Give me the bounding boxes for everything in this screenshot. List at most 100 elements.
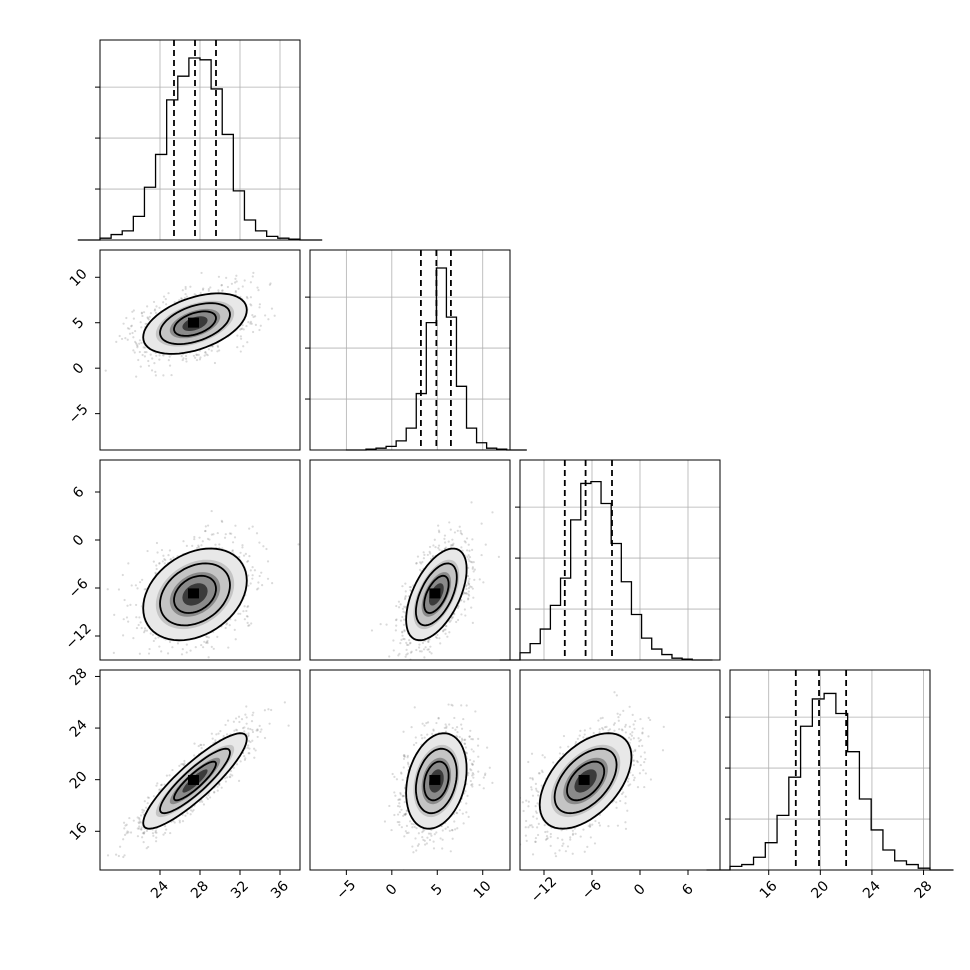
scatter-point-1-0-301 (149, 312, 153, 315)
scatter-point-3-1-132 (395, 778, 399, 781)
scatter-point-2-0-735 (241, 546, 244, 549)
scatter-point-3-2-175 (574, 832, 577, 835)
scatter-point-3-1-265 (435, 831, 438, 834)
scatter-point-2-0-267 (243, 618, 246, 621)
scatter-point-3-0-166 (247, 752, 250, 755)
scatter-point-2-0-254 (205, 635, 208, 638)
scatter-point-1-0-1267 (147, 318, 150, 321)
scatter-point-3-0-1255 (249, 740, 252, 744)
scatter-point-2-1-25 (468, 549, 471, 552)
scatter-point-3-1-218 (420, 733, 423, 737)
scatter-point-3-1-212 (463, 742, 467, 746)
scatter-point-3-1-407 (398, 820, 401, 824)
scatter-point-2-1-280 (409, 586, 412, 589)
scatter-point-3-0-1107 (186, 812, 189, 815)
scatter-point-3-2-41 (624, 795, 627, 798)
scatter-point-3-0-489 (248, 747, 251, 750)
scatter-point-2-0-705 (265, 547, 268, 551)
scatter-point-3-2-1022 (634, 748, 637, 751)
scatter-point-3-0-975 (208, 796, 212, 799)
scatter-point-3-2-776 (607, 729, 610, 732)
scatter-point-3-1-902 (396, 820, 399, 824)
scatter-point-3-0-139 (173, 821, 176, 824)
scatter-point-3-2-1143 (605, 725, 608, 728)
scatter-point-3-1-531 (426, 836, 429, 839)
contour-1-0-0 (173, 310, 217, 337)
scatter-point-2-1-1074 (467, 583, 470, 586)
scatter-point-3-1-350 (412, 743, 416, 746)
scatter-point-2-0-29 (216, 635, 219, 639)
scatter-point-1-0-355 (146, 305, 149, 308)
scatter-point-1-0-1240 (258, 303, 261, 306)
density-panel-3-2: −12 −6 0 6 (517, 669, 721, 906)
scatter-point-3-0-1298 (155, 784, 158, 787)
scatter-point-3-2-171 (559, 746, 562, 749)
scatter-point-3-1-970 (435, 721, 438, 725)
scatter-point-3-1-279 (412, 851, 415, 854)
scatter-point-3-0-597 (193, 742, 196, 745)
scatter-point-2-0-1165 (261, 584, 264, 587)
scatter-point-3-2-515 (639, 738, 642, 742)
scatter-point-3-2-91 (525, 819, 528, 823)
scatter-point-2-1-41 (401, 631, 404, 634)
scatter-point-2-0-814 (202, 646, 205, 649)
scatter-point-2-0-606 (200, 544, 203, 547)
scatter-point-2-0-129 (168, 549, 171, 552)
scatter-point-1-0-359 (178, 299, 181, 302)
scatter-point-1-0-675 (237, 287, 240, 290)
scatter-point-2-1-557 (409, 641, 412, 645)
scatter-point-2-0-1215 (243, 605, 246, 608)
scatter-point-2-1-742 (466, 598, 470, 601)
scatter-point-3-2-576 (638, 740, 641, 743)
scatter-point-2-0-63 (200, 643, 203, 647)
scatter-point-3-2-552 (558, 849, 561, 852)
scatter-point-3-1-77 (461, 739, 464, 742)
scatter-point-2-0-322 (271, 582, 274, 585)
scatter-point-3-0-49 (218, 783, 221, 787)
scatter-point-3-0-1063 (216, 785, 219, 788)
scatter-point-1-0-1178 (151, 357, 154, 360)
scatter-point-2-0-674 (266, 577, 270, 580)
scatter-point-2-1-655 (463, 592, 467, 595)
scatter-point-3-0-1103 (250, 719, 254, 723)
scatter-point-3-2-33 (593, 842, 597, 845)
density-peak-3-0 (188, 774, 199, 785)
scatter-point-3-0-244 (247, 744, 250, 747)
scatter-point-1-0-100 (132, 336, 135, 339)
scatter-point-3-2-380 (636, 786, 640, 789)
scatter-point-1-0-122 (154, 370, 157, 373)
scatter-point-3-2-1025 (592, 731, 595, 735)
scatter-point-2-1-345 (471, 538, 474, 541)
scatter-point-2-1-1271 (434, 545, 437, 549)
scatter-point-3-0-569 (138, 820, 142, 823)
scatter-point-3-2-330 (531, 853, 535, 856)
scatter-point-3-0-1122 (202, 743, 205, 746)
scatter-point-2-1-851 (437, 524, 440, 527)
scatter-point-2-1-195 (464, 541, 467, 544)
scatter-point-3-2-153 (534, 840, 537, 843)
scatter-point-3-0-1020 (251, 739, 254, 742)
scatter-point-1-0-921 (143, 355, 146, 358)
scatter-point-3-1-1072 (465, 704, 468, 707)
scatter-point-2-0-657 (204, 529, 207, 533)
scatter-point-3-2-591 (603, 726, 607, 729)
y-tick-label-2-1: −6 (66, 576, 92, 602)
scatter-point-3-2-1044 (531, 778, 534, 781)
scatter-point-3-0-374 (218, 782, 221, 785)
scatter-point-1-0-931 (225, 276, 228, 279)
scatter-point-3-1-1131 (471, 738, 475, 741)
scatter-point-1-0-423 (252, 271, 255, 274)
scatter-point-3-1-516 (437, 716, 440, 720)
scatter-point-2-1-1143 (467, 580, 470, 583)
scatter-point-1-0-1101 (230, 282, 233, 285)
scatter-point-2-0-1056 (234, 638, 237, 641)
scatter-point-3-2-1092 (517, 795, 519, 797)
scatter-point-3-0-742 (270, 708, 273, 712)
scatter-point-1-0-963 (198, 358, 202, 361)
scatter-point-3-2-1202 (583, 850, 586, 853)
scatter-point-1-0-1258 (258, 306, 261, 309)
hist-step-2 (499, 480, 713, 661)
scatter-point-1-0-327 (203, 354, 206, 357)
scatter-point-2-0-412 (248, 527, 251, 530)
scatter-point-3-2-1278 (579, 729, 582, 732)
